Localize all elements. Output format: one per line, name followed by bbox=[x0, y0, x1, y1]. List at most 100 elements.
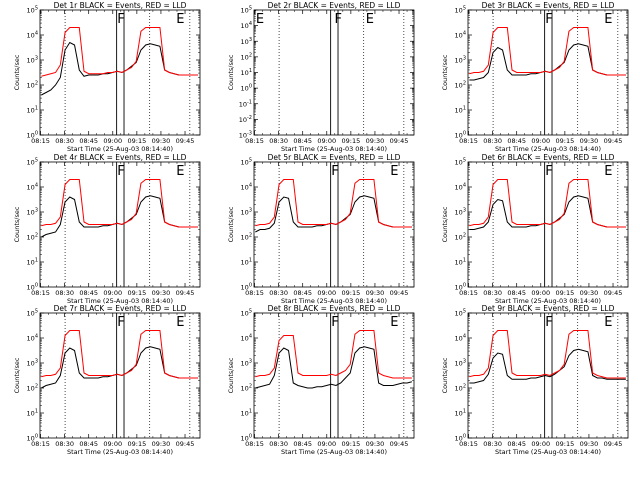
y-tick-label: 104 bbox=[241, 183, 252, 192]
marker-f: F bbox=[331, 315, 338, 330]
x-tick-label: 09:00 bbox=[531, 137, 550, 145]
x-tick-label: 09:00 bbox=[531, 289, 550, 297]
y-axis-label: Counts/sec bbox=[13, 206, 21, 242]
y-tick-label: 105 bbox=[27, 158, 38, 167]
y-tick-label: 102 bbox=[241, 384, 252, 393]
marker-f: F bbox=[331, 164, 338, 179]
x-tick-label: 09:15 bbox=[127, 137, 146, 145]
y-tick-label: 102 bbox=[241, 52, 252, 61]
plot-frame bbox=[253, 312, 415, 439]
x-tick-label: 09:45 bbox=[176, 137, 195, 145]
y-axis-label: Counts/sec bbox=[13, 357, 21, 393]
y-tick-label: 104 bbox=[27, 183, 38, 192]
y-tick-label: 105 bbox=[455, 6, 466, 15]
x-tick-label: 09:45 bbox=[604, 289, 623, 297]
x-tick-label: 09:15 bbox=[555, 440, 574, 448]
y-tick-label: 103 bbox=[455, 208, 466, 217]
y-tick-label: 101 bbox=[27, 409, 38, 418]
y-tick-label: 100 bbox=[455, 434, 466, 443]
x-tick-label: 08:30 bbox=[55, 440, 74, 448]
x-tick-label: 08:30 bbox=[269, 289, 288, 297]
series-red-line bbox=[41, 330, 198, 379]
y-tick-label: 104 bbox=[455, 334, 466, 343]
x-tick-label: 09:45 bbox=[390, 137, 409, 145]
y-tick-label: 103 bbox=[241, 208, 252, 217]
panel-det-5: Det 5r BLACK = Events, RED = LLD 100 101 10… bbox=[227, 153, 415, 305]
x-tick-label: 08:45 bbox=[293, 289, 312, 297]
x-tick-label: 09:00 bbox=[103, 289, 122, 297]
y-axis-label: Counts/sec bbox=[13, 54, 21, 90]
y-tick-label: 105 bbox=[241, 309, 252, 318]
y-tick-label: 103 bbox=[27, 56, 38, 65]
y-tick-label: 105 bbox=[241, 158, 252, 167]
marker-f: F bbox=[334, 12, 341, 27]
marker-f: F bbox=[545, 315, 552, 330]
series-black-line bbox=[41, 41, 198, 96]
plot-area bbox=[41, 313, 198, 438]
y-tick-label: 101 bbox=[241, 409, 252, 418]
marker-f: F bbox=[545, 164, 552, 179]
panel-det-4: Det 4r BLACK = Events, RED = LLD 100 101 10… bbox=[13, 153, 201, 305]
y-tick-label: 102 bbox=[27, 384, 38, 393]
plot-frame bbox=[39, 9, 201, 136]
x-tick-label: 09:15 bbox=[341, 289, 360, 297]
plot-area bbox=[255, 313, 412, 438]
x-tick-label: 08:45 bbox=[507, 440, 526, 448]
y-tick-label: 102 bbox=[455, 81, 466, 90]
panel-det-7: Det 7r BLACK = Events, RED = LLD 100 101 10… bbox=[13, 304, 201, 456]
x-axis-label: Start Time (25-Aug-03 08:14:40) bbox=[495, 297, 601, 305]
plot-area bbox=[41, 10, 198, 135]
panel-title: Det 5r BLACK = Events, RED = LLD bbox=[268, 153, 401, 162]
y-axis-label: Counts/sec bbox=[227, 357, 235, 393]
plot-frame bbox=[467, 161, 629, 288]
y-tick-label: 102 bbox=[455, 233, 466, 242]
x-tick-label: 09:15 bbox=[127, 440, 146, 448]
series-black-line bbox=[469, 195, 626, 230]
marker-f: F bbox=[545, 12, 552, 27]
series-red-line bbox=[469, 179, 626, 228]
y-axis-label: Counts/sec bbox=[227, 206, 235, 242]
x-tick-label: 08:45 bbox=[507, 137, 526, 145]
plot-area bbox=[278, 10, 405, 135]
x-tick-label: 09:45 bbox=[176, 289, 195, 297]
x-tick-label: 08:30 bbox=[55, 289, 74, 297]
y-tick-label: 101 bbox=[27, 106, 38, 115]
x-tick-label: 09:30 bbox=[366, 289, 385, 297]
y-tick-label: 104 bbox=[27, 31, 38, 40]
plot-area bbox=[469, 10, 626, 135]
x-tick-label: 09:30 bbox=[580, 289, 599, 297]
x-tick-label: 09:00 bbox=[103, 440, 122, 448]
marker-e: E bbox=[604, 12, 612, 27]
panel-det-8: Det 8r BLACK = Events, RED = LLD 100 101 10… bbox=[227, 304, 415, 456]
x-axis-label: Start Time (25-Aug-03 08:14:40) bbox=[281, 297, 387, 305]
y-tick-label: 105 bbox=[455, 309, 466, 318]
x-axis-label: Start Time (25-Aug-03 08:14:40) bbox=[67, 448, 173, 456]
y-tick-label: 105 bbox=[241, 6, 252, 15]
x-tick-label: 09:30 bbox=[152, 137, 171, 145]
x-tick-label: 09:30 bbox=[580, 137, 599, 145]
x-tick-label: 09:15 bbox=[555, 137, 574, 145]
y-tick-label: 100 bbox=[27, 283, 38, 292]
y-axis-label: Counts/sec bbox=[441, 54, 449, 90]
y-tick-label: 103 bbox=[241, 37, 252, 46]
y-tick-label: 100 bbox=[455, 283, 466, 292]
x-tick-label: 09:45 bbox=[176, 440, 195, 448]
panel-title: Det 4r BLACK = Events, RED = LLD bbox=[54, 153, 187, 162]
panel-det-1: Det 1r BLACK = Events, RED = LLD 100 101 10… bbox=[13, 1, 201, 153]
y-tick-label: 100 bbox=[241, 84, 252, 93]
series-red-line bbox=[41, 179, 198, 228]
y-tick-label: 103 bbox=[455, 359, 466, 368]
series-red-line bbox=[469, 330, 626, 379]
series-black-line bbox=[469, 348, 626, 384]
x-tick-label: 09:00 bbox=[531, 440, 550, 448]
x-tick-label: 09:30 bbox=[152, 440, 171, 448]
series-red-line bbox=[255, 179, 412, 228]
y-tick-label: 10-2 bbox=[239, 115, 252, 124]
y-tick-label: 104 bbox=[241, 334, 252, 343]
x-tick-label: 08:45 bbox=[79, 289, 98, 297]
y-tick-label: 100 bbox=[241, 434, 252, 443]
marker-e: E bbox=[176, 164, 184, 179]
y-tick-label: 102 bbox=[27, 81, 38, 90]
plot-frame bbox=[39, 161, 201, 288]
series-red-line bbox=[41, 27, 198, 77]
